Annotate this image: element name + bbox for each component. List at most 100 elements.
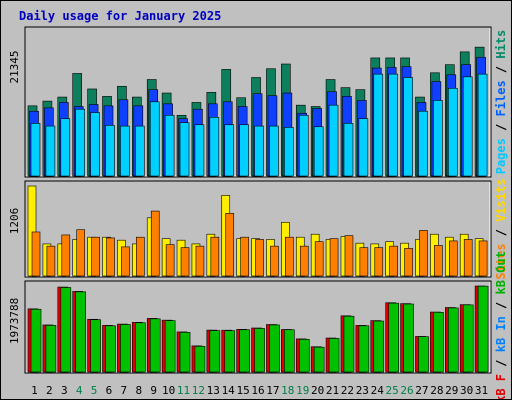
bar-pages-14 bbox=[224, 124, 235, 177]
legend-top-separator-0: / bbox=[494, 116, 508, 138]
bar-sites-10 bbox=[165, 244, 175, 277]
bar-sites-11 bbox=[180, 247, 190, 277]
bar-sites-29 bbox=[448, 240, 458, 277]
bar-kb-out-11 bbox=[179, 332, 191, 373]
bar-kb-out-1 bbox=[30, 308, 42, 373]
bar-pages-4 bbox=[75, 108, 86, 177]
day-label-21: 21 bbox=[326, 384, 339, 397]
bar-kb-out-20 bbox=[313, 346, 325, 373]
bar-kb-out-21 bbox=[328, 338, 340, 373]
day-label-19: 19 bbox=[296, 384, 309, 397]
day-label-5: 5 bbox=[91, 384, 98, 397]
legend-bottom-item-0: kB F bbox=[494, 374, 508, 399]
panel-3-ymax-label: 1973788 bbox=[8, 298, 21, 344]
chart-title: Daily usage for January 2025 bbox=[19, 9, 221, 23]
bar-kb-out-4 bbox=[75, 291, 87, 373]
bar-pages-18 bbox=[284, 127, 294, 177]
bar-sites-7 bbox=[121, 246, 130, 277]
bar-pages-23 bbox=[358, 118, 369, 177]
day-label-20: 20 bbox=[311, 384, 324, 397]
day-label-15: 15 bbox=[236, 384, 249, 397]
bar-sites-5 bbox=[91, 236, 100, 277]
bar-pages-30 bbox=[462, 76, 473, 177]
bar-kb-out-26 bbox=[403, 303, 414, 373]
bar-pages-8 bbox=[135, 125, 145, 177]
bar-sites-20 bbox=[314, 241, 324, 277]
bar-pages-10 bbox=[164, 114, 175, 177]
bar-kb-out-30 bbox=[462, 304, 474, 373]
day-label-12: 12 bbox=[192, 384, 205, 397]
bar-sites-16 bbox=[255, 239, 264, 277]
bar-sites-12 bbox=[195, 245, 205, 277]
bar-kb-out-23 bbox=[358, 325, 370, 373]
day-label-1: 1 bbox=[31, 384, 38, 397]
day-label-3: 3 bbox=[61, 384, 68, 397]
legend-top: Pages / Files / Hits bbox=[494, 30, 508, 175]
bar-sites-15 bbox=[240, 236, 249, 277]
bar-pages-7 bbox=[120, 125, 130, 177]
bar-kb-out-28 bbox=[433, 312, 444, 373]
bar-kb-out-8 bbox=[135, 322, 146, 373]
bar-sites-9 bbox=[150, 210, 160, 277]
bar-kb-out-7 bbox=[120, 324, 131, 373]
bar-kb-out-14 bbox=[224, 330, 236, 373]
bar-pages-25 bbox=[388, 73, 398, 177]
bar-pages-21 bbox=[328, 104, 339, 177]
bar-pages-19 bbox=[298, 114, 309, 177]
legend-bottom-item-1: kB In bbox=[494, 316, 508, 352]
bar-sites-26 bbox=[404, 248, 413, 277]
bar-sites-3 bbox=[61, 234, 71, 277]
bar-kb-out-6 bbox=[105, 325, 116, 373]
legend-top-item-2: Hits bbox=[494, 30, 508, 59]
day-label-10: 10 bbox=[162, 384, 175, 397]
legend-top-separator-1: / bbox=[494, 59, 508, 81]
legend-bottom-separator-1: / bbox=[494, 294, 508, 316]
bar-kb-out-29 bbox=[447, 307, 459, 373]
day-label-17: 17 bbox=[266, 384, 279, 397]
bar-kb-out-24 bbox=[373, 320, 385, 373]
legend-middle-separator-0: / bbox=[494, 222, 508, 244]
bar-pages-15 bbox=[239, 124, 249, 177]
bar-kb-out-13 bbox=[209, 330, 221, 373]
bar-kb-out-25 bbox=[388, 302, 399, 373]
bar-pages-31 bbox=[477, 73, 488, 177]
bar-pages-28 bbox=[433, 100, 443, 177]
day-label-22: 22 bbox=[341, 384, 354, 397]
day-label-18: 18 bbox=[281, 384, 294, 397]
bar-sites-25 bbox=[389, 245, 398, 277]
bar-sites-28 bbox=[434, 245, 443, 277]
bar-pages-17 bbox=[269, 125, 279, 177]
bar-kb-out-31 bbox=[477, 285, 489, 373]
bar-sites-14 bbox=[225, 213, 235, 277]
day-label-28: 28 bbox=[430, 384, 443, 397]
bar-sites-13 bbox=[210, 236, 220, 277]
day-label-13: 13 bbox=[207, 384, 220, 397]
bar-kb-out-15 bbox=[239, 329, 250, 373]
day-label-26: 26 bbox=[400, 384, 413, 397]
bar-sites-23 bbox=[359, 247, 369, 277]
bar-pages-11 bbox=[179, 122, 190, 177]
bar-sites-27 bbox=[419, 230, 428, 277]
bar-pages-26 bbox=[403, 77, 413, 177]
legend-middle: Sites / Visits bbox=[494, 178, 508, 279]
bar-pages-27 bbox=[418, 110, 428, 177]
legend-top-item-1: Files bbox=[494, 80, 508, 116]
bar-pages-3 bbox=[60, 118, 71, 177]
day-label-8: 8 bbox=[135, 384, 142, 397]
bar-pages-22 bbox=[343, 123, 354, 177]
bar-pages-6 bbox=[105, 125, 115, 177]
bar-kb-out-18 bbox=[284, 329, 295, 373]
bar-sites-31 bbox=[478, 240, 488, 277]
day-label-30: 30 bbox=[460, 384, 473, 397]
day-label-6: 6 bbox=[106, 384, 113, 397]
day-label-25: 25 bbox=[386, 384, 399, 397]
legend-bottom-separator-0: / bbox=[494, 352, 508, 374]
bar-sites-2 bbox=[46, 245, 56, 277]
legend-middle-item-1: Visits bbox=[494, 178, 508, 221]
day-label-31: 31 bbox=[475, 384, 488, 397]
panel-2-ymax-label: 1206 bbox=[8, 208, 21, 235]
bar-sites-18 bbox=[285, 236, 294, 277]
legend-bottom-item-2: kB Out bbox=[494, 251, 508, 294]
